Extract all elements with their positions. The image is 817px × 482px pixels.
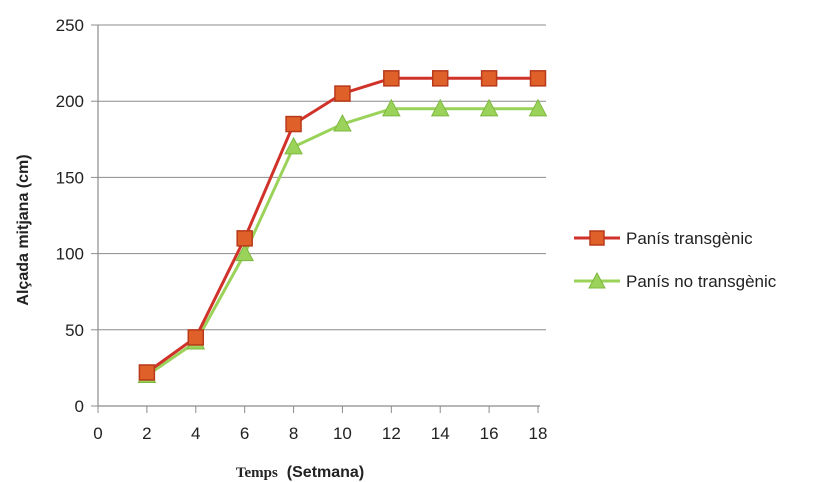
legend-marker-triangle xyxy=(588,271,606,289)
data-point-square xyxy=(334,85,351,102)
data-point-square xyxy=(529,70,547,87)
x-tick-label: 14 xyxy=(431,424,450,443)
data-point-square xyxy=(383,70,400,87)
legend-item-transgenic: Panís transgènic xyxy=(574,229,753,248)
x-tick-label: 18 xyxy=(529,424,548,443)
legend-marker-square xyxy=(589,230,605,246)
data-point-square xyxy=(236,230,253,247)
x-tick-label: 6 xyxy=(240,424,249,443)
x-tick-label: 2 xyxy=(142,424,151,443)
y-tick-label: 250 xyxy=(56,16,84,35)
data-point-triangle xyxy=(479,98,499,117)
series-transgenic xyxy=(138,70,547,381)
y-tick-label: 100 xyxy=(56,245,84,264)
x-tick-label: 8 xyxy=(289,424,298,443)
series-layer xyxy=(137,70,548,384)
data-point-square xyxy=(138,364,156,381)
data-point-triangle xyxy=(430,98,450,117)
x-tick-label: 16 xyxy=(480,424,499,443)
y-tick-label: 50 xyxy=(65,321,84,340)
series-line xyxy=(146,107,538,377)
gridlines xyxy=(98,24,546,331)
legend: Panís transgènic Panís no transgènic xyxy=(574,229,777,291)
legend-item-non-transgenic: Panís no transgènic xyxy=(574,271,777,291)
y-tick-label: 200 xyxy=(56,92,84,111)
data-point-square xyxy=(431,70,449,87)
x-tick-label: 12 xyxy=(382,424,401,443)
data-point-triangle xyxy=(235,243,254,262)
x-axis-label-part-2: (Setmana) xyxy=(287,464,364,481)
x-tick-label: 4 xyxy=(191,424,200,443)
x-axis-label: Temps (Setmana) xyxy=(236,464,364,481)
legend-label-transgenic: Panís transgènic xyxy=(626,229,753,248)
x-axis-label-part-1: Temps xyxy=(236,465,278,481)
y-tick-labels: 0 50 100 150 200 250 xyxy=(56,16,98,416)
x-tick-labels: 0 2 4 6 8 10 12 14 16 18 xyxy=(93,406,547,443)
y-tick-label: 150 xyxy=(56,168,84,187)
y-tick-label: 0 xyxy=(75,397,84,416)
data-point-square xyxy=(285,115,302,133)
x-tick-label: 10 xyxy=(333,424,352,443)
legend-label-non-transgenic: Panís no transgènic xyxy=(626,272,777,291)
data-point-triangle xyxy=(284,136,303,155)
data-point-square xyxy=(480,70,498,87)
data-point-square xyxy=(187,329,205,346)
data-point-triangle xyxy=(528,98,548,117)
data-point-triangle xyxy=(333,113,352,132)
y-axis-label: Alçada mitjana (cm) xyxy=(15,154,32,305)
data-point-triangle xyxy=(382,98,401,117)
x-tick-label: 0 xyxy=(93,424,102,443)
